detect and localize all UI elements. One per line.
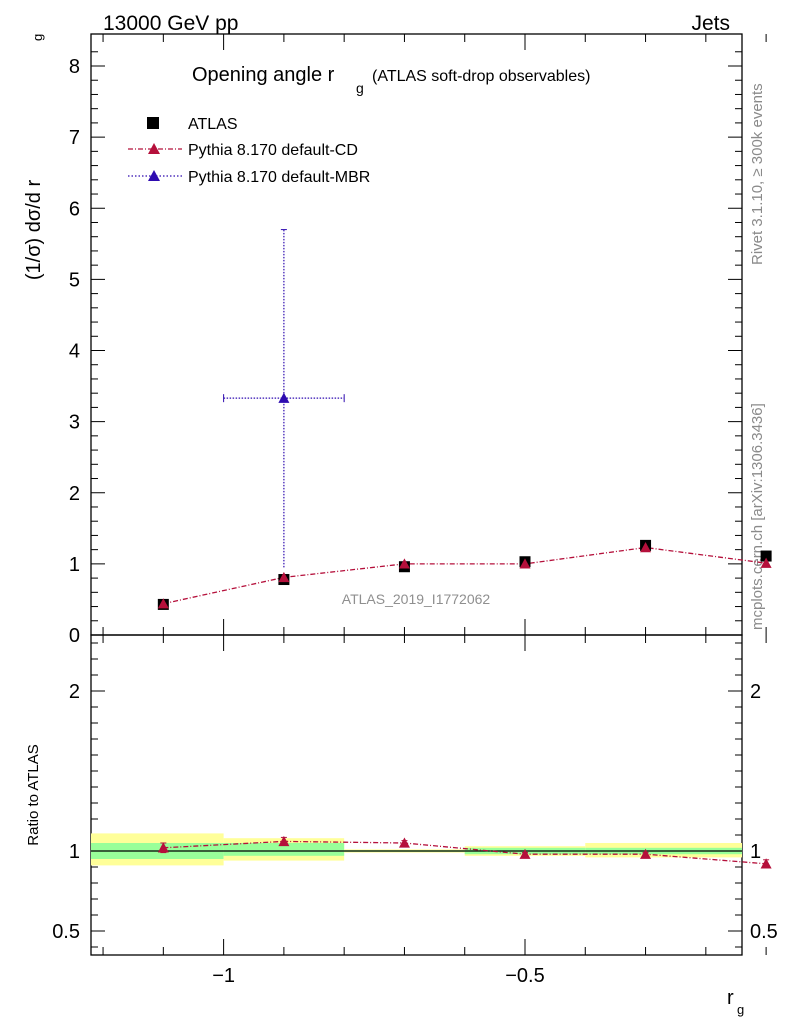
x-axis-label-subscript: g: [737, 1002, 744, 1017]
legend-marker-cd: [148, 143, 160, 154]
ratio-tick-label: 2: [69, 681, 80, 703]
atlas-data-point: [760, 550, 772, 562]
legend: ATLAS Pythia 8.170 default-CD Pythia 8.1…: [128, 116, 370, 186]
chart-title-subscript: g: [356, 80, 364, 96]
chart-title: Opening angle r: [192, 64, 335, 86]
data-series: [157, 229, 772, 610]
ratio-cd-line: [163, 840, 767, 865]
cd-data-point: [519, 558, 531, 569]
ratio-cd-point: [519, 848, 531, 859]
ratio-band-inner: [223, 843, 345, 856]
y-tick-label: 5: [69, 269, 80, 291]
cd-data-point: [398, 558, 410, 569]
y-tick-label: 1: [69, 554, 80, 576]
y-tick-label: 7: [69, 127, 80, 149]
cd-data-point: [157, 598, 169, 609]
y-tick-label: 0: [69, 625, 80, 647]
ratio-tick-label-right: 0.5: [750, 921, 778, 943]
legend-label-mbr: Pythia 8.170 default-MBR: [188, 169, 370, 186]
legend-label-atlas: ATLAS: [188, 116, 238, 133]
ratio-cd-point: [760, 858, 772, 869]
ratio-tick-label-right: 1: [750, 841, 761, 863]
ratio-cd-point: [398, 837, 410, 848]
chart-title-extra: (ATLAS soft-drop observables): [372, 68, 590, 85]
cd-data-point: [760, 557, 772, 568]
mcplots-site-label: mcplots.cern.ch [arXiv:1306.3436]: [749, 403, 766, 630]
mbr-data-point: [278, 392, 290, 403]
x-tick-label: −0.5: [505, 965, 544, 987]
legend-marker-atlas: [147, 117, 159, 129]
ratio-uncertainty-bands: [91, 833, 742, 866]
ratio-cd-point: [640, 848, 652, 859]
y-axis-label: (1/σ) dσ/d r: [23, 180, 45, 281]
x-axis-label: r: [727, 987, 734, 1009]
ratio-y-axis-label: Ratio to ATLAS: [25, 744, 42, 845]
ratio-tick-label: 1: [69, 841, 80, 863]
tick-labels: 0 1 2 3 4 5 6 7 8 0.5 0.5 1 1 2 2 −1 −0.5: [52, 56, 778, 987]
rivet-version-label: Rivet 3.1.10, ≥ 300k events: [749, 83, 766, 265]
ratio-series: [157, 835, 772, 869]
legend-marker-mbr: [148, 170, 160, 181]
ratio-cd-point: [278, 835, 290, 847]
legend-label-cd: Pythia 8.170 default-CD: [188, 142, 358, 159]
ratio-cd-point: [157, 842, 169, 853]
y-axis-label-subscript: g: [30, 34, 45, 41]
ratio-panel-frame: [90, 634, 743, 956]
header-category: Jets: [691, 12, 730, 35]
y-tick-label: 4: [69, 341, 80, 363]
ratio-tick-label-right: 2: [750, 681, 761, 703]
cd-series-line: [163, 546, 767, 605]
header-collision: 13000 GeV pp: [103, 12, 238, 35]
cd-data-point: [640, 542, 652, 553]
ratio-tick-label: 0.5: [52, 921, 80, 943]
x-tick-label: −1: [212, 965, 235, 987]
cd-data-point: [278, 571, 290, 583]
analysis-id-label: ATLAS_2019_I1772062: [342, 591, 491, 607]
y-tick-label: 2: [69, 483, 80, 505]
axis-ticks: [91, 34, 767, 955]
y-tick-label: 8: [69, 56, 80, 78]
y-tick-label: 3: [69, 412, 80, 434]
y-tick-label: 6: [69, 198, 80, 220]
